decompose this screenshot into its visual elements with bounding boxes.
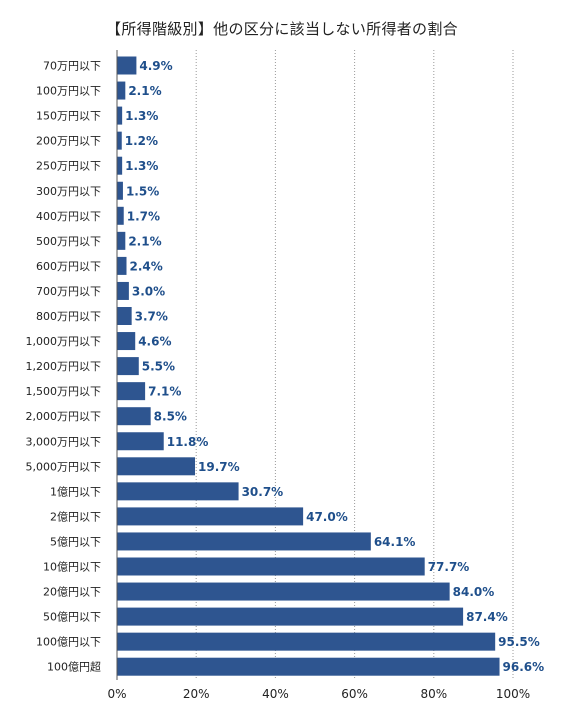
data-label: 47.0% bbox=[306, 510, 348, 524]
bar bbox=[117, 106, 123, 125]
bar bbox=[117, 156, 123, 175]
data-label: 1.7% bbox=[127, 209, 160, 223]
bar bbox=[117, 307, 132, 325]
data-label: 30.7% bbox=[242, 485, 284, 499]
bar bbox=[117, 532, 371, 551]
data-label: 1.3% bbox=[125, 159, 158, 173]
data-label: 19.7% bbox=[198, 460, 240, 474]
data-label: 3.7% bbox=[135, 310, 168, 324]
bar bbox=[117, 632, 496, 651]
category-label: 2億円以下 bbox=[50, 510, 101, 523]
category-label: 1,200万円以下 bbox=[26, 360, 102, 373]
category-label: 3,000万円以下 bbox=[26, 435, 102, 448]
data-label: 11.8% bbox=[167, 435, 209, 449]
bar bbox=[117, 607, 464, 626]
bar bbox=[117, 256, 127, 275]
bar bbox=[117, 131, 122, 150]
data-label: 96.6% bbox=[503, 660, 545, 674]
bar bbox=[117, 507, 304, 526]
x-tick-label: 100% bbox=[496, 687, 530, 701]
data-label: 1.3% bbox=[125, 109, 158, 123]
bar bbox=[117, 457, 196, 476]
category-label: 600万円以下 bbox=[36, 260, 101, 273]
data-label: 77.7% bbox=[428, 560, 470, 574]
data-label: 2.1% bbox=[128, 234, 161, 248]
category-label: 2,000万円以下 bbox=[26, 410, 102, 423]
category-label: 10億円以下 bbox=[43, 561, 101, 574]
category-label: 100億円以下 bbox=[36, 636, 101, 649]
bar bbox=[117, 407, 151, 426]
bar bbox=[117, 332, 136, 351]
category-label: 250万円以下 bbox=[36, 160, 101, 173]
category-label: 100万円以下 bbox=[36, 85, 101, 98]
bar bbox=[117, 357, 139, 376]
data-label: 8.5% bbox=[154, 410, 187, 424]
data-label: 87.4% bbox=[466, 610, 508, 624]
bar bbox=[117, 482, 239, 501]
data-label: 2.4% bbox=[130, 259, 163, 273]
category-label: 400万円以下 bbox=[36, 210, 101, 223]
category-label: 50億円以下 bbox=[43, 611, 101, 624]
data-label: 2.1% bbox=[128, 84, 161, 98]
data-label: 95.5% bbox=[498, 635, 540, 649]
bar bbox=[117, 382, 146, 401]
data-label: 5.5% bbox=[142, 360, 175, 374]
bar bbox=[117, 281, 129, 300]
data-label: 64.1% bbox=[374, 535, 416, 549]
category-label: 1,000万円以下 bbox=[26, 335, 102, 348]
data-label: 4.9% bbox=[139, 59, 172, 73]
bar bbox=[117, 81, 126, 100]
data-label: 7.1% bbox=[148, 385, 181, 399]
category-label: 5,000万円以下 bbox=[26, 460, 102, 473]
category-label: 150万円以下 bbox=[36, 110, 101, 123]
data-label: 4.6% bbox=[138, 335, 171, 349]
category-label: 500万円以下 bbox=[36, 235, 101, 248]
x-tick-label: 20% bbox=[183, 687, 210, 701]
data-label: 1.5% bbox=[126, 184, 159, 198]
bar bbox=[117, 56, 137, 75]
bar bbox=[117, 231, 126, 250]
x-tick-label: 80% bbox=[420, 687, 447, 701]
category-label: 20億円以下 bbox=[43, 586, 101, 599]
x-tick-label: 0% bbox=[107, 687, 126, 701]
category-label: 300万円以下 bbox=[36, 185, 101, 198]
category-label: 800万円以下 bbox=[36, 310, 101, 323]
category-label: 1,500万円以下 bbox=[26, 385, 102, 398]
data-label: 1.2% bbox=[125, 134, 158, 148]
data-label: 84.0% bbox=[453, 585, 495, 599]
bar bbox=[117, 206, 124, 225]
bar bbox=[117, 432, 164, 451]
category-label: 200万円以下 bbox=[36, 135, 101, 148]
category-label: 100億円超 bbox=[47, 660, 101, 674]
bar bbox=[117, 557, 425, 576]
bar bbox=[117, 657, 500, 676]
category-label: 700万円以下 bbox=[36, 285, 101, 298]
data-label: 3.0% bbox=[132, 284, 165, 298]
x-tick-label: 40% bbox=[262, 687, 289, 701]
category-label: 1億円以下 bbox=[50, 485, 101, 498]
bar bbox=[117, 181, 123, 200]
category-label: 5億円以下 bbox=[50, 535, 101, 548]
category-label: 70万円以下 bbox=[43, 60, 101, 73]
chart-title: 【所得階級別】他の区分に該当しない所得者の割合 bbox=[106, 20, 458, 38]
bar bbox=[117, 582, 450, 601]
x-tick-label: 60% bbox=[341, 687, 368, 701]
